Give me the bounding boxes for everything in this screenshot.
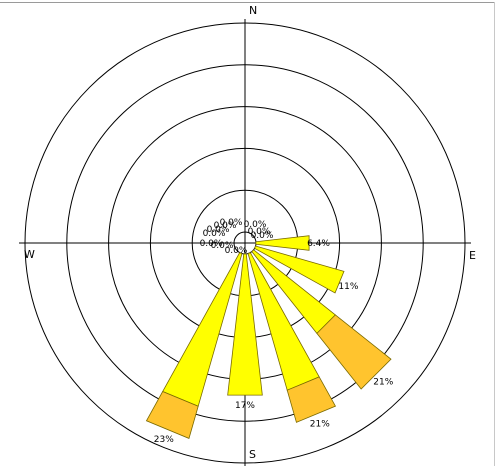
petal-90-seg-0: [255, 235, 310, 251]
value-label-180: 17%: [235, 401, 255, 411]
cardinal-s: S: [249, 448, 256, 461]
value-label-22.5: 0.0%: [244, 220, 267, 230]
value-label-67.5: 0.0%: [251, 231, 274, 241]
cardinal-labels: N E S W: [24, 4, 476, 461]
value-label-247.5: 0.0%: [211, 241, 234, 251]
value-label-202.5: 23%: [154, 435, 174, 445]
value-label-112.5: 11%: [338, 282, 358, 292]
petal-180-seg-0: [227, 253, 263, 396]
value-label-270: 0.0%: [200, 239, 223, 249]
compass-axes: [19, 19, 471, 467]
petal-135-seg-1: [316, 314, 392, 390]
value-label-157.5: 21%: [310, 420, 330, 430]
value-label-0: 0.0%: [220, 218, 243, 228]
wind-petals: [145, 235, 392, 439]
value-label-90: 6.4%: [307, 239, 330, 249]
cardinal-e: E: [469, 249, 476, 262]
value-label-292.5: 0.0%: [203, 229, 226, 239]
petal-112.5-seg-0: [254, 245, 345, 294]
value-label-135: 21%: [373, 377, 393, 387]
petal-157.5-seg-1: [286, 376, 337, 423]
petal-202.5-seg-1: [145, 391, 199, 439]
value-label-45: 0.0%: [248, 227, 271, 237]
value-label-315: 0.0%: [207, 225, 230, 235]
cardinal-n: N: [249, 4, 257, 17]
value-label-225: 0.0%: [225, 246, 248, 256]
right-border: [494, 2, 495, 466]
cardinal-w: W: [24, 248, 35, 261]
value-labels: 0.0% 0.0%0.0%0.0%6.4%11%21%21%17%23%0.0%0…: [154, 218, 394, 445]
value-label-337.5: 0.0%: [214, 221, 237, 231]
top-border: [0, 2, 494, 3]
